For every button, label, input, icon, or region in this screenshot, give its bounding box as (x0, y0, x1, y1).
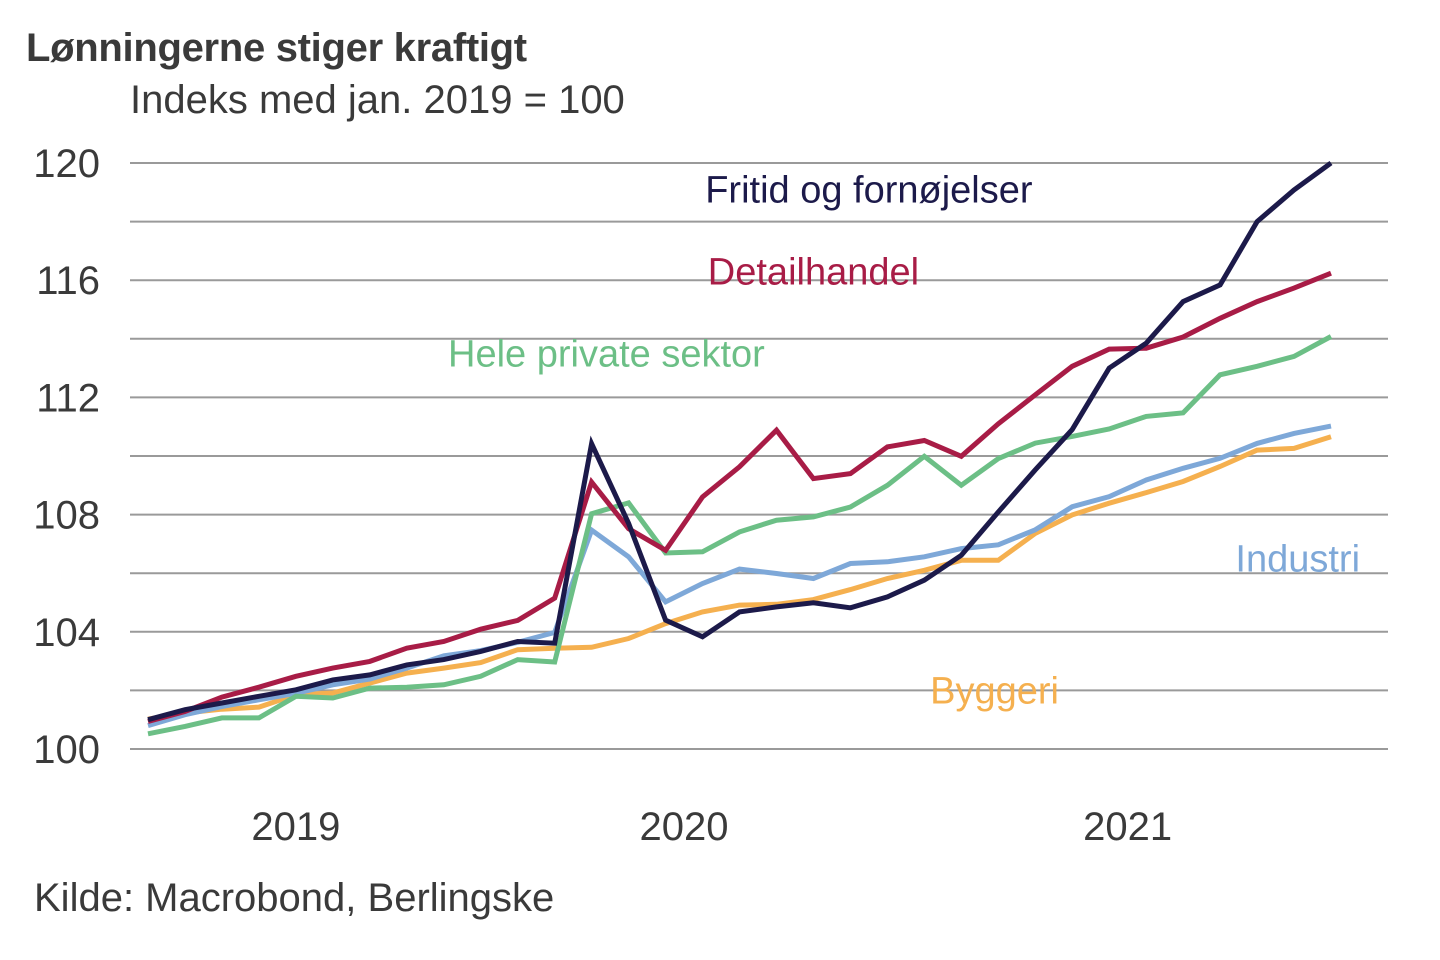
series-line-industri (147, 423, 1332, 728)
series-labels: Fritid og fornøjelser Detailhandel Hele pr… (448, 169, 1360, 712)
x-tick-label: 2021 (1083, 805, 1172, 849)
y-axis-tick-labels: 100 104 108 112 116 120 (33, 142, 100, 772)
series-line-byggeri (147, 434, 1332, 722)
x-tick-label: 2019 (251, 805, 340, 849)
x-axis-tick-labels: 2019 2020 2021 (251, 805, 1172, 849)
y-tick-label: 108 (33, 494, 100, 538)
y-tick-label: 104 (33, 611, 100, 655)
y-tick-label: 120 (33, 142, 100, 186)
series-label-industri: Industri (1235, 539, 1360, 581)
series-line-hele-private-sektor (147, 334, 1333, 737)
series-lines (147, 160, 1333, 737)
y-tick-label: 112 (36, 376, 100, 420)
x-tick-label: 2020 (640, 805, 729, 849)
series-label-byggeri: Byggeri (930, 670, 1059, 712)
chart-subtitle: Indeks med jan. 2019 = 100 (130, 78, 625, 122)
series-line-fritid-og-fornojelser (147, 160, 1333, 723)
series-label-hele-private-sektor: Hele private sektor (448, 333, 765, 375)
y-tick-label: 116 (36, 259, 100, 303)
series-label-fritid-og-fornojelser: Fritid og fornøjelser (705, 169, 1033, 211)
chart-title: Lønningerne stiger kraftigt (26, 26, 527, 70)
source-note: Kilde: Macrobond, Berlingske (34, 876, 555, 920)
y-tick-label: 100 (33, 728, 100, 772)
series-label-detailhandel: Detailhandel (708, 251, 919, 293)
